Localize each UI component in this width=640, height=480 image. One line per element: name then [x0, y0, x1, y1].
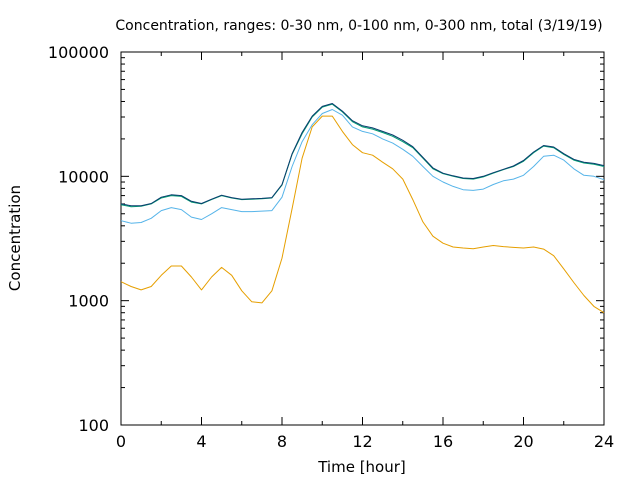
x-axis-label: Time [hour] [317, 458, 406, 476]
x-tick-label: 20 [513, 432, 533, 451]
x-tick-label: 12 [352, 432, 372, 451]
x-tick-label: 8 [277, 432, 287, 451]
y-tick-label: 100 [78, 416, 109, 435]
axis-ticks: 0 4 8 12 16 20 24 100 1000 10000 100000 [48, 43, 614, 451]
series-line-3 [120, 103, 605, 208]
x-tick-label: 16 [433, 432, 453, 451]
y-axis-label: Concentration [6, 185, 24, 291]
chart-title: Concentration, ranges: 0-30 nm, 0-100 nm… [115, 18, 602, 34]
series-line-1 [120, 115, 605, 314]
series-lines [120, 103, 605, 314]
series-line-2 [120, 109, 605, 224]
x-tick-label: 4 [196, 432, 206, 451]
y-tick-label: 10000 [58, 167, 109, 186]
y-tick-label: 100000 [48, 43, 109, 62]
x-tick-label: 0 [116, 432, 126, 451]
plot-frame [120, 51, 605, 426]
series-line-4 [120, 103, 605, 207]
y-tick-label: 1000 [68, 292, 109, 311]
x-tick-label: 24 [594, 432, 614, 451]
